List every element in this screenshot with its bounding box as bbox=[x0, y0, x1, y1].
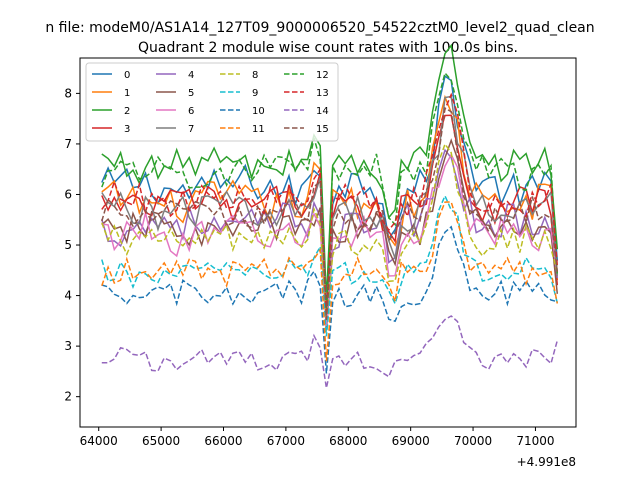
legend-label-2: 2 bbox=[124, 106, 130, 117]
y-tick-label: 5 bbox=[64, 238, 72, 252]
legend-label-0: 0 bbox=[124, 70, 130, 81]
suptitle: n file: modeM0/AS1A14_127T09_9000006520_… bbox=[45, 20, 594, 36]
legend-label-6: 6 bbox=[188, 106, 194, 117]
legend-label-12: 12 bbox=[316, 70, 329, 81]
legend-label-13: 13 bbox=[316, 88, 329, 99]
legend-label-7: 7 bbox=[188, 124, 194, 135]
series-line-12 bbox=[101, 71, 559, 314]
series-line-14 bbox=[101, 315, 559, 389]
x-tick-label: 70000 bbox=[454, 434, 492, 448]
y-tick-label: 8 bbox=[64, 86, 72, 100]
legend-label-3: 3 bbox=[124, 124, 130, 135]
x-tick-label: 68000 bbox=[329, 434, 367, 448]
series-line-9 bbox=[101, 194, 559, 337]
x-tick-label: 69000 bbox=[392, 434, 430, 448]
y-tick-label: 2 bbox=[64, 390, 72, 404]
x-tick-label: 64000 bbox=[80, 434, 118, 448]
legend-label-11: 11 bbox=[252, 124, 265, 135]
series-line-10 bbox=[101, 225, 558, 374]
legend-label-8: 8 bbox=[252, 70, 258, 81]
y-tick-label: 3 bbox=[64, 339, 72, 353]
legend-label-4: 4 bbox=[188, 70, 194, 81]
x-offset-label: +4.991e8 bbox=[517, 455, 576, 469]
x-tick-label: 67000 bbox=[267, 434, 305, 448]
legend-label-9: 9 bbox=[252, 88, 258, 99]
x-tick-label: 71000 bbox=[516, 434, 554, 448]
legend-label-1: 1 bbox=[124, 88, 130, 99]
x-tick-label: 66000 bbox=[204, 434, 242, 448]
legend-label-14: 14 bbox=[316, 106, 329, 117]
legend-label-15: 15 bbox=[316, 124, 329, 135]
legend-label-5: 5 bbox=[188, 88, 194, 99]
y-tick-label: 6 bbox=[64, 187, 72, 201]
plot-lines bbox=[101, 43, 559, 389]
chart-title: Quadrant 2 module wise count rates with … bbox=[138, 40, 518, 56]
legend-frame bbox=[85, 62, 339, 142]
y-tick-label: 7 bbox=[64, 137, 72, 151]
x-tick-label: 65000 bbox=[142, 434, 180, 448]
x-axis: 64000 65000 66000 67000 68000 69000 70000 71000 bbox=[80, 427, 555, 448]
plot-frame bbox=[79, 57, 577, 428]
legend-label-10: 10 bbox=[252, 106, 265, 117]
series-line-11 bbox=[101, 201, 559, 362]
series-line-8 bbox=[101, 142, 559, 319]
series-line-15 bbox=[101, 107, 559, 321]
y-axis: 2 3 4 5 6 7 8 bbox=[64, 86, 80, 404]
y-tick-label: 4 bbox=[64, 289, 72, 303]
